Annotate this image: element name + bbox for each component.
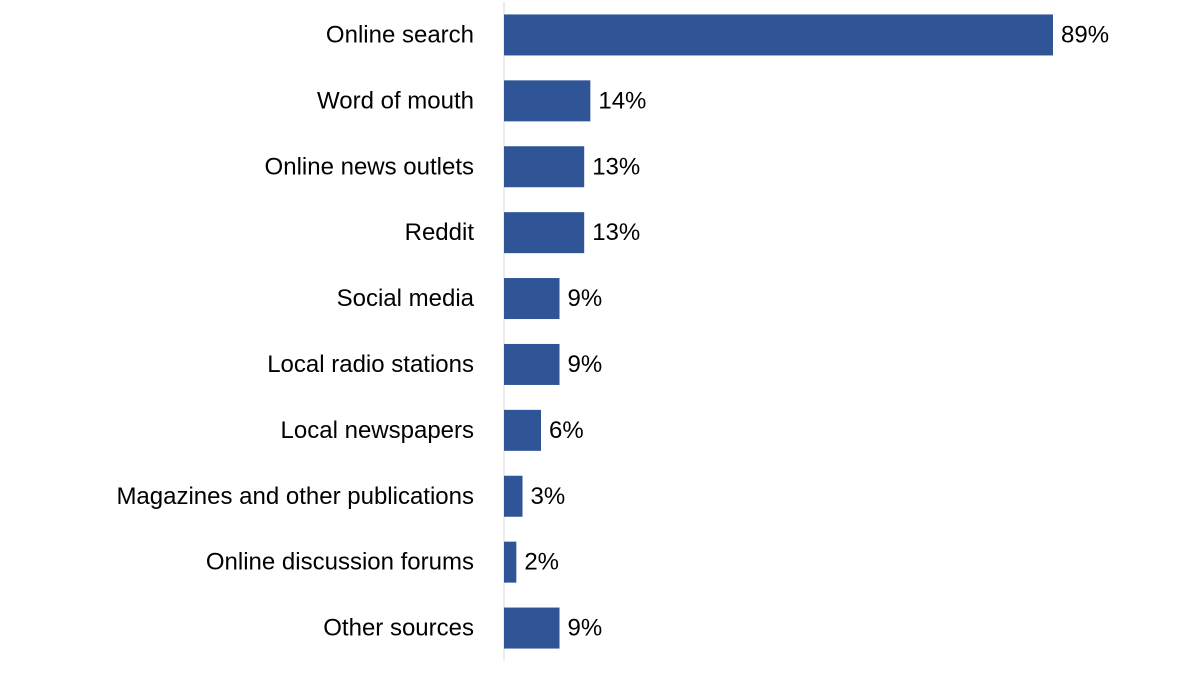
category-label: Online discussion forums bbox=[206, 549, 474, 576]
category-label: Social media bbox=[337, 285, 475, 312]
category-label: Magazines and other publications bbox=[116, 483, 474, 510]
bar bbox=[504, 409, 542, 451]
category-label: Local radio stations bbox=[267, 351, 474, 378]
data-label: 9% bbox=[568, 351, 603, 378]
data-label: 6% bbox=[549, 417, 584, 444]
data-label: 89% bbox=[1061, 21, 1109, 48]
bar bbox=[504, 212, 585, 254]
bar bbox=[504, 343, 560, 385]
data-label: 9% bbox=[568, 615, 603, 642]
bar bbox=[504, 146, 585, 188]
category-label: Reddit bbox=[405, 219, 475, 246]
data-label: 9% bbox=[568, 285, 603, 312]
category-label: Online search bbox=[326, 21, 474, 48]
data-label: 13% bbox=[592, 219, 640, 246]
category-label: Other sources bbox=[323, 615, 474, 642]
data-label: 13% bbox=[592, 153, 640, 180]
category-label: Online news outlets bbox=[265, 153, 474, 180]
category-label: Local newspapers bbox=[281, 417, 474, 444]
data-label: 2% bbox=[524, 549, 559, 576]
category-label: Word of mouth bbox=[317, 87, 474, 114]
bar bbox=[504, 14, 1053, 56]
bar bbox=[504, 80, 591, 122]
data-label: 3% bbox=[531, 483, 566, 510]
bar bbox=[504, 541, 517, 583]
bar bbox=[504, 475, 523, 517]
bar bbox=[504, 278, 560, 320]
data-label: 14% bbox=[598, 87, 646, 114]
bar bbox=[504, 607, 560, 649]
